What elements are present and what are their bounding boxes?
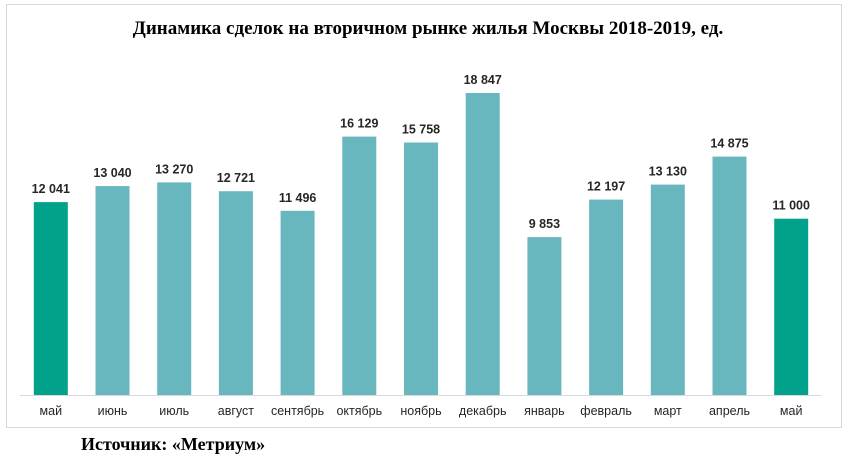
category-label-5: сентябрь	[271, 404, 324, 418]
category-label-7: ноябрь	[400, 404, 441, 418]
category-label-1: май	[40, 404, 63, 418]
bar-10	[589, 199, 624, 395]
value-label-2: 13 040	[93, 166, 131, 180]
value-label-4: 12 721	[217, 171, 255, 185]
value-labels-group: 12 041 13 040 13 270 12 721 11 496 16 129 15 7…	[32, 73, 810, 231]
value-label-12: 14 875	[710, 137, 748, 151]
category-label-9: январь	[524, 404, 565, 418]
bar-12	[712, 156, 747, 395]
bar-13	[774, 218, 809, 395]
category-label-10: февраль	[580, 404, 632, 418]
value-label-13: 11 000	[772, 199, 810, 213]
chart-title: Динамика сделок на вторичном рынке жилья…	[132, 18, 724, 39]
value-label-8: 18 847	[464, 73, 502, 87]
category-labels-group: май июнь июль август сентябрь октябрь ноябрь де…	[40, 404, 803, 418]
bar-7	[404, 142, 438, 395]
bar-6	[342, 136, 377, 395]
bar-8	[465, 93, 500, 395]
category-label-3: июль	[159, 404, 189, 418]
value-label-9: 9 853	[529, 217, 560, 231]
category-label-12: апрель	[709, 404, 750, 418]
bars-group	[33, 93, 809, 395]
category-label-11: март	[654, 404, 682, 418]
value-label-10: 12 197	[587, 180, 625, 194]
bar-1	[33, 202, 68, 395]
bar-5	[280, 210, 315, 395]
category-label-6: октябрь	[336, 404, 382, 418]
category-label-13: май	[780, 404, 803, 418]
bar-4	[218, 191, 253, 395]
value-label-3: 13 270	[155, 162, 193, 176]
value-label-11: 13 130	[649, 165, 687, 179]
bar-9	[527, 237, 562, 395]
value-label-1: 12 041	[32, 182, 70, 196]
value-label-6: 16 129	[340, 117, 378, 131]
bar-3	[157, 182, 192, 395]
bar-2	[95, 186, 130, 395]
bar-11	[650, 184, 685, 395]
category-label-2: июнь	[98, 404, 128, 418]
value-label-7: 15 758	[402, 123, 440, 137]
category-label-4: август	[218, 404, 255, 418]
category-label-8: декабрь	[459, 404, 507, 418]
bar-chart: 12 041 13 040 13 270 12 721 11 496 16 129 15 7…	[20, 73, 822, 418]
value-label-5: 11 496	[279, 191, 317, 205]
source-note: Источник: «Метриум»	[81, 434, 266, 454]
